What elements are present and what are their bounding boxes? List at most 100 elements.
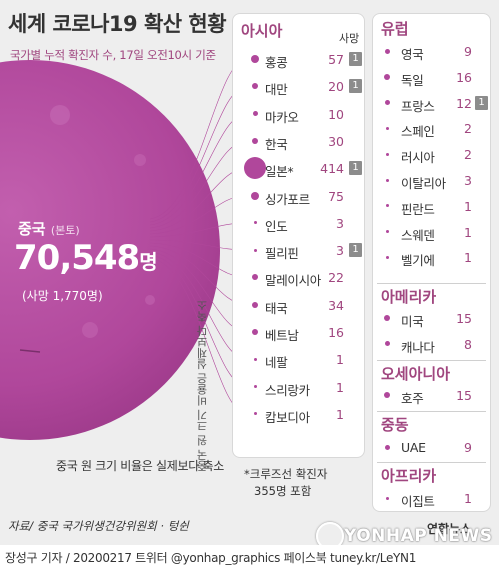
country-name: 벨기에: [401, 253, 435, 269]
country-count: 12: [456, 95, 472, 111]
country-dot: [385, 204, 389, 208]
country-name: 마카오: [265, 109, 299, 125]
country-count: 16: [456, 69, 472, 85]
country-row: 스웨덴 1: [373, 222, 490, 243]
country-dot: [384, 341, 390, 347]
region-title-oceania: 오세아니아: [381, 365, 451, 383]
country-dot: [252, 111, 258, 117]
country-name: 일본*: [265, 164, 294, 180]
country-count: 1: [336, 352, 344, 368]
country-row: 마카오 10: [233, 104, 364, 125]
country-row: 캄보디아 1: [233, 404, 364, 425]
country-count: 10: [328, 106, 344, 122]
country-row: 일본* 414 1: [233, 157, 364, 180]
watermark: YONHAP NEWS: [344, 526, 493, 546]
country-row: 이집트 1: [373, 488, 490, 509]
country-count: 30: [328, 133, 344, 149]
country-dot: [253, 412, 257, 416]
country-count: 414: [320, 161, 344, 177]
country-name: 캄보디아: [265, 409, 310, 425]
country-row: 캐나다 8: [373, 334, 490, 355]
country-dot: [384, 444, 390, 450]
country-count: 9: [464, 440, 472, 455]
country-dot: [244, 157, 266, 180]
death-badge: 1: [349, 79, 362, 94]
credit-bar: 장성구 기자 / 20200217 트위터 @yonhap_graphics 페…: [0, 545, 499, 569]
country-row: 영국 9: [373, 41, 490, 62]
country-name: 프랑스: [401, 98, 435, 114]
country-name: 네팔: [265, 355, 288, 371]
china-deaths: (사망 1,770명): [22, 289, 103, 303]
country-count: 1: [464, 198, 472, 214]
region-title-asia: 아시아: [241, 22, 283, 40]
china-count: 70,548명: [14, 238, 158, 278]
country-count: 2: [464, 121, 472, 137]
country-row: 베트남 16: [233, 322, 364, 343]
country-name: UAE: [401, 440, 426, 455]
country-row: 필리핀 3 1: [233, 240, 364, 262]
country-count: 75: [328, 188, 344, 204]
country-dot: [385, 178, 389, 182]
country-count: 3: [336, 243, 344, 259]
country-name: 말레이시아: [265, 273, 322, 289]
country-dot: [384, 392, 390, 398]
country-row: 싱가포르 75: [233, 186, 364, 207]
region-separator: [377, 360, 486, 361]
country-row: 벨기에 1: [373, 247, 490, 269]
country-dot: [252, 329, 258, 335]
china-circle: [0, 60, 220, 440]
deaths-column-label: 사망: [339, 32, 360, 45]
country-dot: [253, 221, 257, 225]
country-row: 러시아 2: [373, 144, 490, 166]
country-count: 57: [328, 52, 344, 67]
country-row: 미국 15: [373, 308, 490, 329]
country-count: 8: [464, 336, 472, 352]
country-count: 1: [464, 224, 472, 240]
country-count: 2: [464, 147, 472, 163]
country-dot: [384, 315, 390, 321]
country-name: 스웨덴: [401, 227, 435, 243]
country-row: 대만 20 1: [233, 76, 364, 97]
death-badge: 1: [349, 243, 362, 258]
country-name: 베트남: [265, 328, 299, 343]
region-separator: [377, 411, 486, 412]
country-dot: [384, 100, 390, 106]
country-dot: [385, 496, 389, 500]
credit-text: 장성구 기자 / 20200217 트위터 @yonhap_graphics 페…: [5, 551, 417, 565]
country-dot: [385, 230, 389, 234]
country-name: 캐나다: [401, 339, 435, 355]
region-separator: [377, 283, 486, 284]
country-name: 러시아: [401, 150, 435, 166]
country-dot: [251, 191, 259, 200]
country-name: 홍콩: [265, 55, 288, 70]
country-row: 프랑스 12 1: [373, 93, 490, 114]
country-count: 34: [328, 297, 344, 313]
country-dot: [253, 248, 257, 252]
country-dot: [252, 301, 258, 308]
region-title-middle-east: 중동: [381, 416, 409, 434]
country-row: 호주 15: [373, 385, 490, 406]
death-badge: 1: [349, 52, 362, 66]
scale-note: 중국 원 크기 비율은 실제보다 축소: [196, 300, 209, 472]
country-name: 스리랑카: [265, 382, 310, 398]
country-count: 16: [328, 325, 344, 340]
country-count: 1: [336, 379, 344, 395]
country-row: 말레이시아 22: [233, 267, 364, 289]
country-count: 3: [464, 173, 472, 188]
country-count: 15: [456, 388, 472, 403]
region-separator: [377, 462, 486, 463]
asia-panel: 아시아 사망 홍콩 57 1 대만 20 1 마카오 10 한국 30 일본* 414 1 싱가포르 75 인…: [232, 13, 365, 458]
country-dot: [384, 48, 390, 54]
country-name: 필리핀: [265, 246, 299, 262]
country-dot: [251, 55, 259, 63]
country-name: 인도: [265, 218, 288, 234]
country-name: 미국: [401, 314, 424, 329]
country-count: 1: [464, 491, 472, 506]
country-dot: [252, 137, 258, 144]
country-count: 1: [464, 250, 472, 266]
country-row: 스페인 2: [373, 118, 490, 140]
country-name: 독일: [401, 72, 424, 88]
country-name: 스페인: [401, 124, 435, 140]
country-name: 핀란드: [401, 201, 435, 217]
country-dot: [253, 357, 257, 361]
